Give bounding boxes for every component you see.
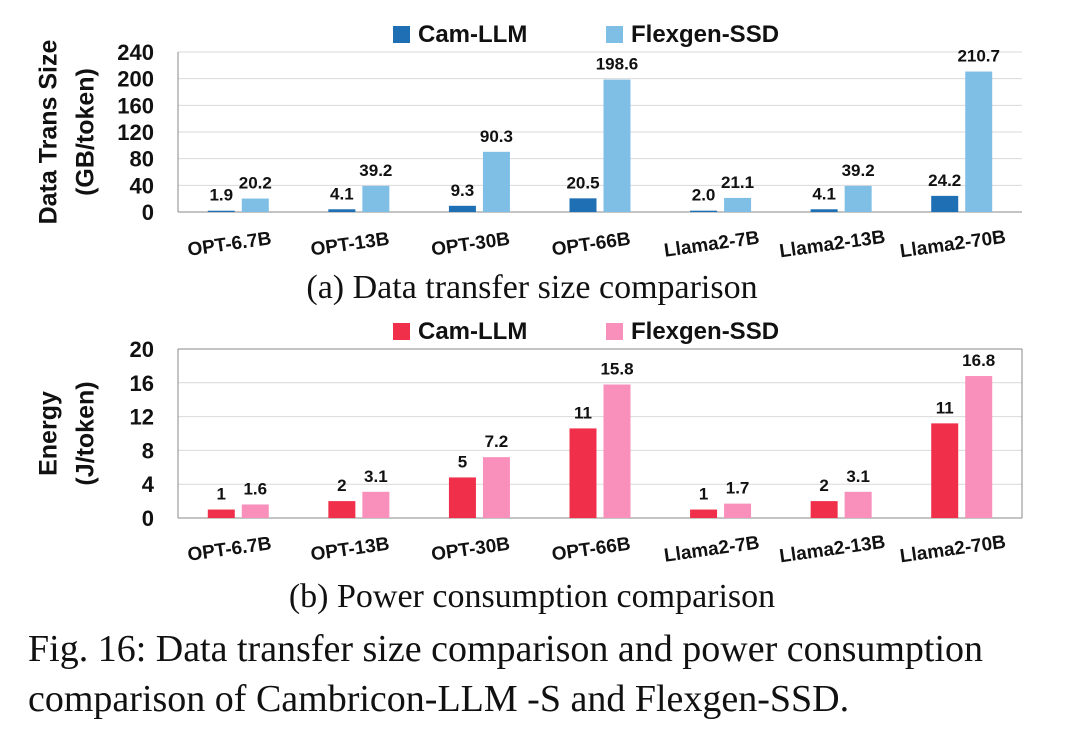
bar-flexgen-ssd [362,491,390,518]
data-label: 90.3 [480,127,513,146]
legend-label: Cam-LLM [418,21,527,48]
bar-flexgen-ssd [603,79,631,212]
bar-flexgen-ssd [241,198,269,212]
y-axis-title: Data Trans Size [35,40,63,225]
bar-cam-llm [569,198,597,212]
data-label: 15.8 [600,359,633,378]
y-axis-title: (GB/token) [72,68,100,196]
bar-cam-llm [328,209,356,212]
y-tick-label: 0 [142,200,154,225]
x-tick-label: OPT-6.7B [186,533,273,566]
y-axis-title: Energy [35,391,63,476]
data-label: 20.5 [566,173,599,192]
data-label: 4.1 [330,184,354,203]
data-label: 11 [574,403,592,422]
bar-cam-llm [328,501,356,518]
data-label: 3.1 [364,467,388,486]
legend-swatch [606,26,623,43]
data-label: 1.9 [209,186,233,205]
data-label: 1.7 [726,479,750,498]
x-tick-label: Llama2-13B [778,227,887,263]
y-axis-title: (J/token) [72,381,100,485]
bar-cam-llm [448,477,476,518]
bar-flexgen-ssd [482,151,510,212]
y-tick-label: 120 [117,120,154,145]
legend-label: Flexgen-SSD [631,318,779,345]
bar-cam-llm [207,509,235,518]
data-label: 20.2 [239,174,272,193]
y-tick-label: 8 [142,438,154,463]
legend-swatch [606,323,623,340]
x-tick-label: OPT-13B [309,534,390,566]
bar-cam-llm [931,195,959,212]
subplot-caption: (a) Data transfer size comparison [306,269,757,306]
bar-cam-llm [569,428,597,518]
x-tick-label: OPT-6.7B [186,228,273,261]
data-label: 198.6 [596,55,639,74]
bar-cam-llm [810,501,838,518]
data-label: 24.2 [928,171,961,190]
data-label: 2 [819,476,828,495]
y-tick-label: 4 [142,472,155,497]
x-tick-label: OPT-66B [551,534,632,566]
data-label: 39.2 [359,161,392,180]
y-tick-label: 40 [130,173,154,198]
data-label: 5 [458,452,467,471]
bar-flexgen-ssd [603,384,631,518]
data-label: 7.2 [485,432,509,451]
data-label: 4.1 [812,184,836,203]
data-label: 11 [936,398,954,417]
y-tick-label: 200 [117,67,154,92]
legend-swatch [393,323,410,340]
bar-cam-llm [207,210,235,212]
bar-flexgen-ssd [482,457,510,518]
x-tick-label: OPT-66B [551,229,632,261]
data-label: 1.6 [243,479,267,498]
y-tick-label: 16 [130,371,154,396]
x-tick-label: Llama2-70B [899,532,1008,568]
bar-cam-llm [810,209,838,212]
data-label: 21.1 [721,173,754,192]
y-tick-label: 0 [142,506,154,531]
bar-flexgen-ssd [965,71,993,213]
y-tick-label: 12 [130,405,154,430]
bar-flexgen-ssd [724,503,752,518]
legend-label: Cam-LLM [418,318,527,345]
data-label: 1 [699,485,708,504]
y-tick-label: 240 [117,40,154,65]
x-tick-label: Llama2-70B [899,227,1008,263]
data-label: 2.0 [692,186,716,205]
bar-cam-llm [931,423,959,518]
x-tick-label: Llama2-13B [778,532,887,568]
bar-flexgen-ssd [241,504,269,518]
subplot-caption: (b) Power consumption comparison [289,578,775,615]
x-tick-label: OPT-30B [430,534,511,566]
bar-flexgen-ssd [965,376,993,518]
data-label: 1 [217,485,226,504]
legend-swatch [393,26,410,43]
figure-caption: Fig. 16: Data transfer size comparison a… [28,628,984,720]
bar-cam-llm [448,205,476,212]
y-tick-label: 80 [130,147,154,172]
data-label: 210.7 [957,47,1000,66]
data-label: 39.2 [842,161,875,180]
y-tick-label: 20 [130,337,154,362]
data-label: 3.1 [846,467,870,486]
legend-label: Flexgen-SSD [631,21,779,48]
bar-flexgen-ssd [844,185,872,212]
x-tick-label: OPT-30B [430,229,511,261]
data-label: 9.3 [451,181,475,200]
y-tick-label: 160 [117,93,154,118]
bar-flexgen-ssd [844,491,872,518]
bar-flexgen-ssd [362,185,390,212]
data-label: 16.8 [962,351,995,370]
bar-flexgen-ssd [724,197,752,212]
x-tick-label: Llama2-7B [663,532,761,566]
data-label: 2 [337,476,346,495]
bar-cam-llm [690,210,718,212]
x-tick-label: Llama2-7B [663,227,761,261]
x-tick-label: OPT-13B [309,229,390,261]
bar-cam-llm [690,509,718,518]
